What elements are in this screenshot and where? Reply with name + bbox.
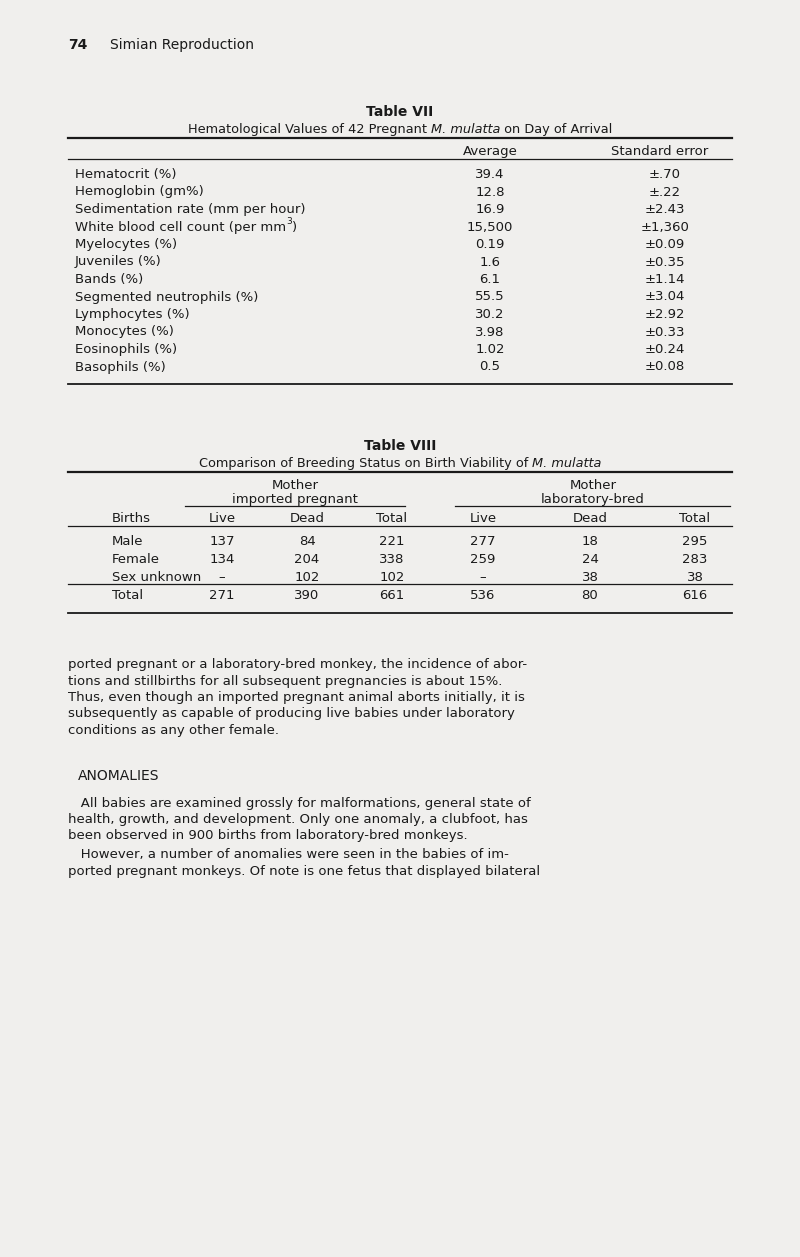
Text: ±2.43: ±2.43	[645, 202, 686, 216]
Text: ±.22: ±.22	[649, 186, 681, 199]
Text: Thus, even though an imported pregnant animal aborts initially, it is: Thus, even though an imported pregnant a…	[68, 691, 525, 704]
Text: ±0.33: ±0.33	[645, 326, 686, 338]
Text: 271: 271	[210, 590, 234, 602]
Text: 536: 536	[470, 590, 496, 602]
Text: 134: 134	[210, 553, 234, 566]
Text: However, a number of anomalies were seen in the babies of im-: However, a number of anomalies were seen…	[68, 848, 509, 861]
Text: 102: 102	[294, 571, 320, 585]
Text: 0.19: 0.19	[475, 238, 505, 251]
Text: laboratory-bred: laboratory-bred	[541, 493, 645, 507]
Text: All babies are examined grossly for malformations, general state of: All babies are examined grossly for malf…	[68, 797, 530, 810]
Text: 390: 390	[294, 590, 320, 602]
Text: on Day of Arrival: on Day of Arrival	[500, 123, 612, 136]
Text: 616: 616	[682, 590, 708, 602]
Text: ±2.92: ±2.92	[645, 308, 686, 321]
Text: 38: 38	[582, 571, 598, 585]
Text: health, growth, and development. Only one anomaly, a clubfoot, has: health, growth, and development. Only on…	[68, 813, 528, 826]
Text: 3.98: 3.98	[475, 326, 505, 338]
Text: 204: 204	[294, 553, 320, 566]
Text: ported pregnant monkeys. Of note is one fetus that displayed bilateral: ported pregnant monkeys. Of note is one …	[68, 865, 540, 877]
Text: Average: Average	[462, 145, 518, 158]
Text: Dead: Dead	[573, 512, 607, 525]
Text: Dead: Dead	[290, 512, 325, 525]
Text: 283: 283	[682, 553, 708, 566]
Text: 295: 295	[682, 535, 708, 548]
Text: ±1.14: ±1.14	[645, 273, 686, 287]
Text: Sedimentation rate (mm per hour): Sedimentation rate (mm per hour)	[75, 202, 306, 216]
Text: 221: 221	[379, 535, 405, 548]
Text: 16.9: 16.9	[475, 202, 505, 216]
Text: ±0.08: ±0.08	[645, 361, 685, 373]
Text: Table VII: Table VII	[366, 106, 434, 119]
Text: 6.1: 6.1	[479, 273, 501, 287]
Text: Simian Reproduction: Simian Reproduction	[110, 38, 254, 52]
Text: ): )	[292, 220, 297, 234]
Text: 1.6: 1.6	[479, 255, 501, 269]
Text: Basophils (%): Basophils (%)	[75, 361, 166, 373]
Text: conditions as any other female.: conditions as any other female.	[68, 724, 279, 737]
Text: 18: 18	[582, 535, 598, 548]
Text: tions and stillbirths for all subsequent pregnancies is about 15%.: tions and stillbirths for all subsequent…	[68, 675, 502, 688]
Text: Female: Female	[112, 553, 160, 566]
Text: Hematological Values of 42 Pregnant: Hematological Values of 42 Pregnant	[188, 123, 430, 136]
Text: Hemoglobin (gm%): Hemoglobin (gm%)	[75, 186, 204, 199]
Text: Juveniles (%): Juveniles (%)	[75, 255, 162, 269]
Text: 661: 661	[379, 590, 405, 602]
Text: Hematocrit (%): Hematocrit (%)	[75, 168, 177, 181]
Text: imported pregnant: imported pregnant	[232, 493, 358, 507]
Text: 24: 24	[582, 553, 598, 566]
Text: 277: 277	[470, 535, 496, 548]
Text: 15,500: 15,500	[467, 220, 513, 234]
Text: 3: 3	[286, 217, 292, 226]
Text: 1.02: 1.02	[475, 343, 505, 356]
Text: –: –	[480, 571, 486, 585]
Text: 12.8: 12.8	[475, 186, 505, 199]
Text: –: –	[218, 571, 226, 585]
Text: 259: 259	[470, 553, 496, 566]
Text: Mother: Mother	[570, 479, 617, 491]
Text: 0.5: 0.5	[479, 361, 501, 373]
Text: ±3.04: ±3.04	[645, 290, 685, 303]
Text: 74: 74	[68, 38, 87, 52]
Text: ±1,360: ±1,360	[641, 220, 690, 234]
Text: 30.2: 30.2	[475, 308, 505, 321]
Text: Monocytes (%): Monocytes (%)	[75, 326, 174, 338]
Text: Male: Male	[112, 535, 143, 548]
Text: 84: 84	[298, 535, 315, 548]
Text: 338: 338	[379, 553, 405, 566]
Text: subsequently as capable of producing live babies under laboratory: subsequently as capable of producing liv…	[68, 708, 515, 720]
Text: Mother: Mother	[271, 479, 318, 491]
Text: Segmented neutrophils (%): Segmented neutrophils (%)	[75, 290, 258, 303]
Text: 38: 38	[686, 571, 703, 585]
Text: 55.5: 55.5	[475, 290, 505, 303]
Text: Live: Live	[209, 512, 235, 525]
Text: M. mulatta: M. mulatta	[430, 123, 500, 136]
Text: been observed in 900 births from laboratory-bred monkeys.: been observed in 900 births from laborat…	[68, 830, 468, 842]
Text: ported pregnant or a laboratory-bred monkey, the incidence of abor-: ported pregnant or a laboratory-bred mon…	[68, 657, 527, 671]
Text: Eosinophils (%): Eosinophils (%)	[75, 343, 177, 356]
Text: Total: Total	[679, 512, 710, 525]
Text: Table VIII: Table VIII	[364, 439, 436, 453]
Text: Bands (%): Bands (%)	[75, 273, 143, 287]
Text: ANOMALIES: ANOMALIES	[78, 768, 159, 783]
Text: Births: Births	[112, 512, 151, 525]
Text: Comparison of Breeding Status on Birth Viability of: Comparison of Breeding Status on Birth V…	[198, 458, 532, 470]
Text: M. mulatta: M. mulatta	[532, 458, 602, 470]
Text: 80: 80	[582, 590, 598, 602]
Text: ±.70: ±.70	[649, 168, 681, 181]
Text: ±0.24: ±0.24	[645, 343, 685, 356]
Text: Sex unknown: Sex unknown	[112, 571, 202, 585]
Text: Lymphocytes (%): Lymphocytes (%)	[75, 308, 190, 321]
Text: ±0.09: ±0.09	[645, 238, 685, 251]
Text: ±0.35: ±0.35	[645, 255, 686, 269]
Text: 39.4: 39.4	[475, 168, 505, 181]
Text: Standard error: Standard error	[611, 145, 709, 158]
Text: 102: 102	[379, 571, 405, 585]
Text: Total: Total	[112, 590, 143, 602]
Text: Myelocytes (%): Myelocytes (%)	[75, 238, 177, 251]
Text: White blood cell count (per mm: White blood cell count (per mm	[75, 220, 286, 234]
Text: 137: 137	[210, 535, 234, 548]
Text: Total: Total	[377, 512, 407, 525]
Text: Live: Live	[470, 512, 497, 525]
